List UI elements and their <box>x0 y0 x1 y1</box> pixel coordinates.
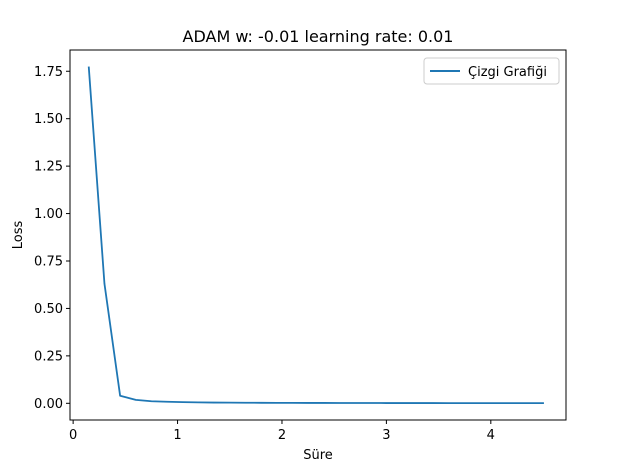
series-line-0 <box>87 66 544 405</box>
chart-title: ADAM w: -0.01 learning rate: 0.01 <box>183 27 454 46</box>
y-axis-label: Loss <box>11 221 26 250</box>
x-tick-label: 2 <box>278 428 286 443</box>
y-tick-label: 1.00 <box>34 207 63 222</box>
x-tick-label: 1 <box>173 428 181 443</box>
y-tick-label: 1.25 <box>34 160 63 175</box>
axes-frame <box>69 49 567 421</box>
x-tick-label: 0 <box>69 428 77 443</box>
plot-area: 0 1 2 3 4 0.00 0.25 0.50 0.75 1.00 1.25 1.50 1.75 <box>34 49 567 443</box>
x-axis-label: Süre <box>303 448 333 463</box>
x-tick-label: 3 <box>382 428 390 443</box>
legend-entry-label: Çizgi Grafiği <box>468 65 547 80</box>
legend: Çizgi Grafiği <box>423 57 560 85</box>
y-tick-label: 1.50 <box>34 112 63 127</box>
legend-box <box>423 57 560 85</box>
y-tick-label: 0.75 <box>34 254 63 269</box>
y-tick-label: 0.25 <box>34 349 63 364</box>
y-tick-label: 1.75 <box>34 65 63 80</box>
x-tick-label: 4 <box>487 428 495 443</box>
y-tick-label: 0.50 <box>34 302 63 317</box>
y-tick-label: 0.00 <box>34 397 63 412</box>
